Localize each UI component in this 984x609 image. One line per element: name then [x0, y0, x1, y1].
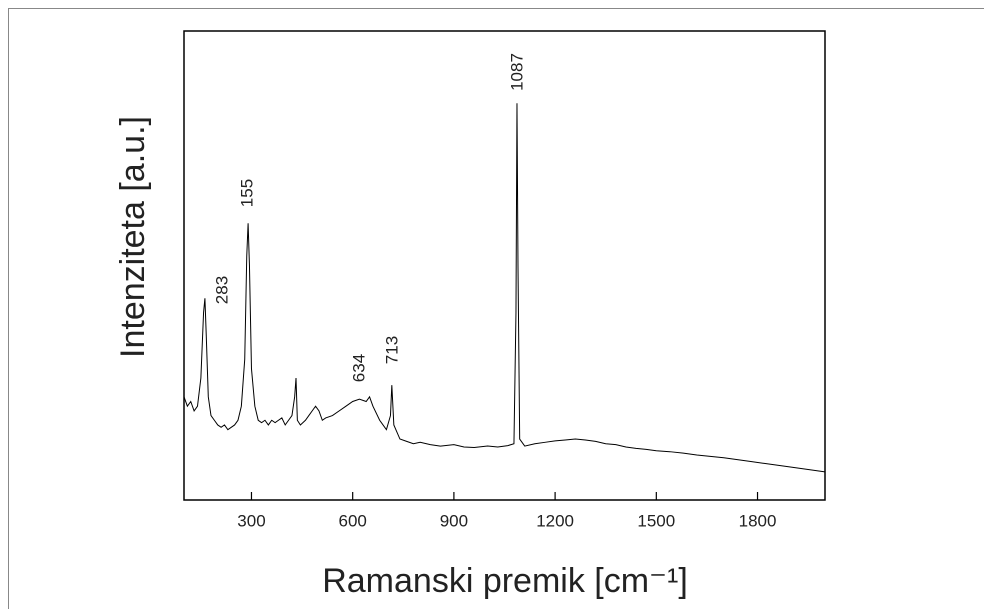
peak-annotation: 713 — [382, 336, 401, 364]
x-tick-label: 900 — [440, 511, 468, 530]
spectrum-line — [183, 103, 826, 473]
plot-area — [183, 30, 826, 501]
peak-annotation: 634 — [349, 354, 368, 382]
x-tick-label: 1800 — [739, 511, 777, 530]
peak-annotation: 1087 — [507, 53, 526, 91]
x-tick-label: 600 — [338, 511, 366, 530]
frame — [8, 8, 984, 609]
x-tick-label: 1500 — [637, 511, 675, 530]
y-axis-title: Intenziteta [a.u.] — [114, 116, 152, 358]
x-tick-label: 300 — [237, 511, 265, 530]
peak-annotation: 155 — [237, 179, 256, 207]
x-tick-label: 1200 — [536, 511, 574, 530]
x-axis-title: Ramanski premik [cm⁻¹] — [322, 562, 688, 600]
peak-annotation: 283 — [212, 276, 231, 304]
